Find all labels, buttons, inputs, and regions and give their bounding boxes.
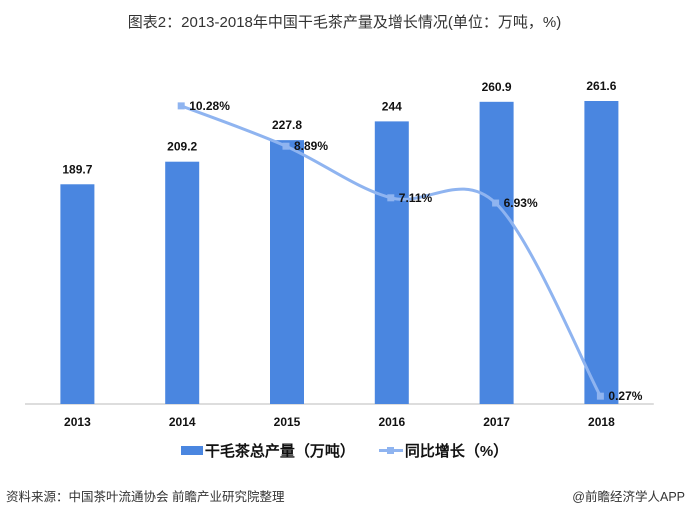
credit-note: @前瞻经济学人APP: [572, 490, 685, 504]
bar-data-label: 260.9: [482, 80, 512, 94]
growth-line: [180, 104, 602, 397]
growth-point: [492, 199, 500, 207]
bar-data-label: 189.7: [62, 162, 92, 176]
x-tick-label: 2013: [64, 415, 91, 429]
growth-data-label: 8.89%: [294, 139, 328, 153]
legend-item-production: 干毛茶总产量（万吨）: [180, 440, 355, 461]
source-note: 资料来源：中国茶叶流通协会 前瞻产业研究院整理: [6, 490, 285, 504]
bar: [60, 184, 95, 404]
x-tick-label: 2014: [169, 415, 196, 429]
legend-item-growth: 同比增长（%）: [378, 440, 509, 461]
bar-data-label: 227.8: [272, 118, 302, 132]
growth-point: [596, 392, 604, 400]
growth-data-label: 6.93%: [504, 196, 538, 210]
growth-point: [387, 194, 395, 202]
legend-swatch-bar: [180, 446, 203, 455]
x-tick-label: 2015: [274, 415, 301, 429]
bar: [270, 140, 304, 404]
x-tick-label: 2017: [483, 415, 510, 429]
bar-data-label: 244: [382, 99, 402, 113]
growth-data-label: 0.27%: [608, 389, 642, 403]
legend: 干毛茶总产量（万吨） 同比增长（%）: [0, 440, 689, 461]
growth-point: [282, 142, 290, 150]
bar-data-label: 261.6: [586, 79, 616, 93]
legend-swatch-line: [378, 446, 403, 455]
bar: [479, 101, 514, 404]
bar: [165, 161, 200, 404]
legend-label: 干毛茶总产量（万吨）: [204, 443, 355, 460]
growth-point: [177, 102, 185, 110]
x-tick-label: 2016: [378, 415, 405, 429]
legend-label: 同比增长（%）: [404, 443, 509, 460]
bar: [374, 121, 409, 405]
x-tick-label: 2018: [588, 415, 615, 429]
bar-data-label: 209.2: [167, 140, 197, 154]
bar: [584, 101, 619, 404]
growth-data-label: 10.28%: [189, 99, 230, 113]
growth-data-label: 7.11%: [399, 191, 433, 205]
chart-title: 图表2：2013-2018年中国干毛茶产量及增长情况(单位：万吨，%): [127, 14, 562, 31]
